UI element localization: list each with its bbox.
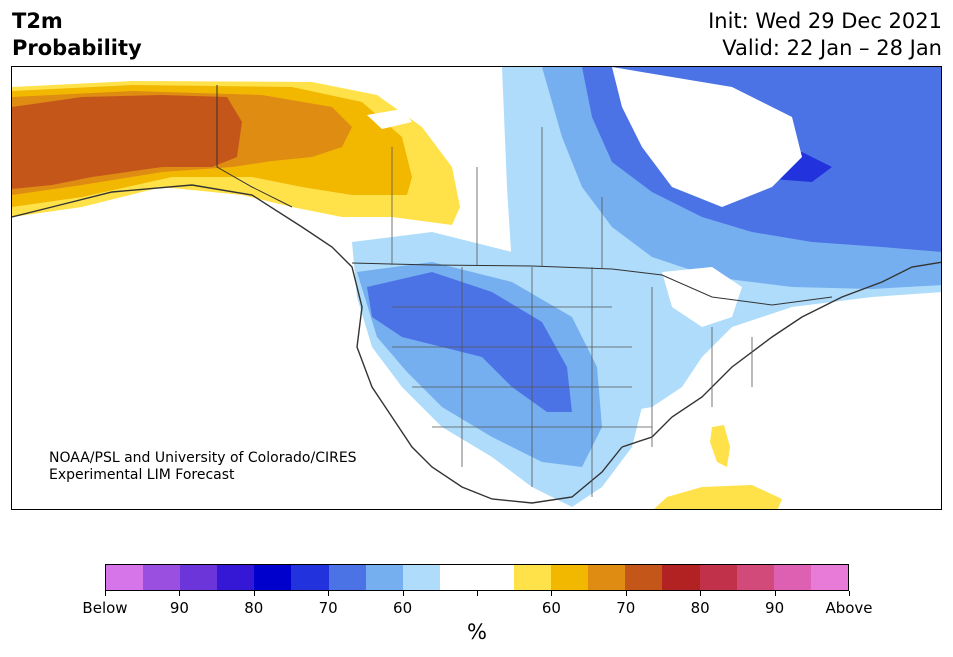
valid-range: Valid: 22 Jan – 28 Jan (722, 36, 942, 60)
title-line-type: Probability (12, 36, 142, 60)
colorbar-tick (551, 591, 553, 596)
title-line-variable: T2m (12, 9, 63, 33)
forecast-map (11, 66, 942, 510)
colorbar-segment (476, 565, 515, 590)
colorbar-segment (736, 565, 774, 590)
colorbar-tick-label: 90 (169, 599, 189, 617)
colorbar-segment (439, 565, 477, 590)
colorbar-segment (588, 565, 626, 590)
colorbar-segment (328, 565, 366, 590)
colorbar-segment (551, 565, 589, 590)
colorbar-tick (849, 591, 850, 596)
colorbar-tick-label: 80 (244, 599, 264, 617)
florida-warm (710, 425, 730, 467)
colorbar-tick (328, 591, 330, 596)
credit-line-2: Experimental LIM Forecast (49, 467, 235, 483)
colorbar-segment (402, 565, 440, 590)
colorbar-segment (625, 565, 663, 590)
colorbar-tick (700, 591, 702, 596)
map-credit: NOAA/PSL and University of Colorado/CIRE… (49, 450, 357, 484)
colorbar-tick-label: Above (825, 599, 873, 617)
colorbar-segment (106, 565, 144, 590)
cuba-warm (654, 485, 782, 509)
great-lakes (662, 267, 742, 327)
colorbar-tick (625, 591, 627, 596)
arctic-island-1 (367, 109, 412, 129)
coastline-west (12, 184, 623, 504)
colorbar-tick (105, 591, 106, 596)
hudson-bay (612, 67, 802, 207)
colorbar-tick-label: 70 (616, 599, 636, 617)
us-canada-border (351, 262, 833, 306)
colorbar-segment (143, 565, 181, 590)
colorbar-tick (253, 591, 255, 596)
colorbar-segment (365, 565, 403, 590)
colorbar-tick-label: 60 (393, 599, 413, 617)
colorbar-segment (291, 565, 329, 590)
colorbar-segment (254, 565, 292, 590)
colorbar-tick-label: 60 (541, 599, 561, 617)
colorbar (105, 564, 849, 591)
alaska-border (216, 85, 293, 208)
colorbar-tick-label: Below (82, 599, 128, 617)
colorbar-tick (402, 591, 404, 596)
colorbar-segment (662, 565, 700, 590)
colorbar-tick-label: 70 (318, 599, 338, 617)
date-info: Init: Wed 29 Dec 2021 Valid: 22 Jan – 28… (708, 8, 942, 62)
colorbar-segment (217, 565, 255, 590)
us-states (392, 267, 753, 497)
colorbar-tick (179, 591, 181, 596)
init-date: Init: Wed 29 Dec 2021 (708, 9, 942, 33)
colorbar-unit: % (467, 620, 487, 644)
colorbar-tick-label: 80 (690, 599, 710, 617)
colorbar-segment (810, 565, 848, 590)
colorbar-segment (773, 565, 811, 590)
credit-line-1: NOAA/PSL and University of Colorado/CIRE… (49, 450, 357, 466)
warm-region-90 (12, 95, 242, 189)
colorbar-tick-label: 90 (765, 599, 785, 617)
colorbar-tick (477, 591, 478, 596)
canada-provinces (391, 127, 603, 269)
colorbar-segment (180, 565, 218, 590)
colorbar-tick (774, 591, 776, 596)
map-title: T2m Probability (12, 8, 142, 62)
map-canvas (12, 67, 941, 509)
colorbar-segment (699, 565, 737, 590)
coastline-east (621, 261, 941, 448)
colorbar-segment (514, 565, 552, 590)
